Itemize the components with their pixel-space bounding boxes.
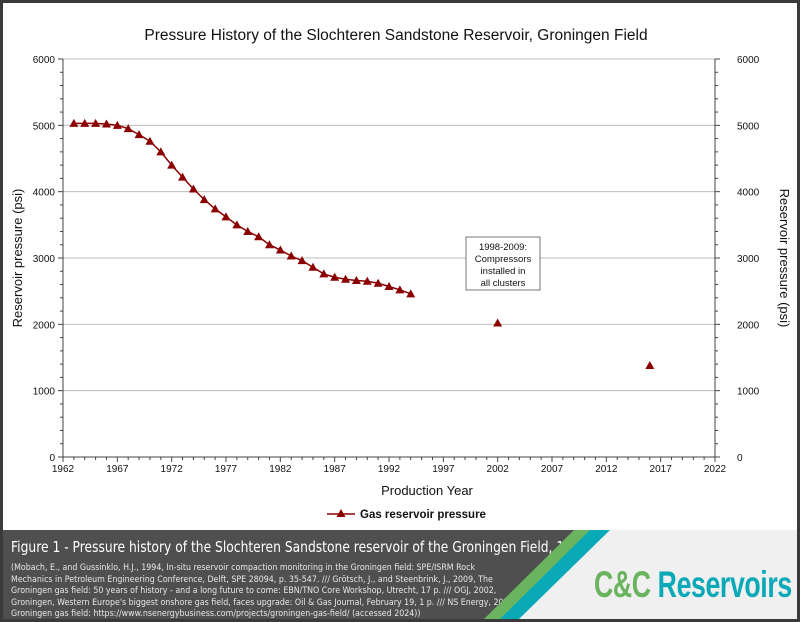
logo-part-cc: C&C xyxy=(594,564,651,605)
data-point-triangle xyxy=(188,184,198,193)
data-point-triangle xyxy=(232,220,242,229)
data-point-triangle xyxy=(395,285,405,294)
data-point-triangle xyxy=(275,245,285,254)
data-point-triangle xyxy=(243,226,253,235)
data-point-triangle xyxy=(286,251,296,260)
annotation-line: Compressors xyxy=(475,254,532,265)
data-point-triangle xyxy=(362,276,372,285)
data-point-triangle xyxy=(341,274,351,283)
x-tick-label: 1967 xyxy=(106,464,129,475)
data-point-triangle xyxy=(221,212,231,221)
data-point-triangle xyxy=(254,232,264,241)
series-line xyxy=(73,122,411,295)
y-tick-label-left: 0 xyxy=(49,453,55,464)
x-tick-label: 1977 xyxy=(215,464,238,475)
data-point-triangle xyxy=(145,136,155,145)
legend-marker-triangle-icon xyxy=(336,509,346,517)
x-tick-label: 1997 xyxy=(432,464,455,475)
data-point-triangle xyxy=(69,118,79,127)
data-point-triangle xyxy=(330,272,340,281)
logo-part-reservoirs: Reservoirs xyxy=(657,564,792,605)
x-tick-label: 1992 xyxy=(378,464,401,475)
figure-caption: Figure 1 - Pressure history of the Sloch… xyxy=(11,538,628,556)
data-point-triangle xyxy=(178,172,188,181)
references: (Mobach, E., and Gussinklo, H.J., 1994, … xyxy=(11,562,517,619)
x-tick-label: 1987 xyxy=(324,464,347,475)
data-point-triangle xyxy=(134,130,144,139)
chart-title: Pressure History of the Slochteren Sands… xyxy=(144,27,647,44)
data-point-triangle xyxy=(493,318,503,327)
company-logo: C&C Reservoirs xyxy=(594,564,792,606)
data-point-triangle xyxy=(156,147,166,156)
x-tick-label: 2017 xyxy=(650,464,673,475)
data-point-triangle xyxy=(123,124,133,133)
x-tick-label: 2012 xyxy=(595,464,618,475)
x-axis-label: Production Year xyxy=(381,483,473,498)
y-tick-label-left: 3000 xyxy=(33,254,56,265)
legend-label: Gas reservoir pressure xyxy=(360,509,486,521)
y-tick-label-right: 2000 xyxy=(737,320,760,331)
data-point-triangle xyxy=(80,118,90,127)
data-point-triangle xyxy=(406,289,416,298)
annotation-line: installed in xyxy=(481,266,526,277)
data-point-triangle xyxy=(210,204,220,213)
chart: Pressure History of the Slochteren Sands… xyxy=(10,27,792,521)
y-axis-label-right: Reservoir pressure (psi) xyxy=(777,189,792,328)
y-tick-label-left: 4000 xyxy=(33,188,56,199)
x-tick-label: 1962 xyxy=(52,464,75,475)
y-tick-label-right: 1000 xyxy=(737,387,760,398)
y-tick-label-right: 4000 xyxy=(737,188,760,199)
y-tick-label-left: 2000 xyxy=(33,320,56,331)
y-tick-label-right: 6000 xyxy=(737,55,760,66)
annotation-line: 1998-2009: xyxy=(479,242,527,253)
y-tick-label-right: 5000 xyxy=(737,121,760,132)
annotation-box: 1998-2009: Compressors installed in all … xyxy=(465,236,541,291)
data-point-triangle xyxy=(297,256,307,265)
x-tick-label: 1972 xyxy=(161,464,184,475)
data-point-triangle xyxy=(101,119,111,128)
x-tick-label: 1982 xyxy=(269,464,292,475)
y-tick-label-left: 1000 xyxy=(33,387,56,398)
x-tick-label: 2002 xyxy=(487,464,510,475)
x-tick-label: 2022 xyxy=(704,464,727,475)
figure-frame xyxy=(3,3,797,619)
y-tick-label-left: 6000 xyxy=(33,55,56,66)
data-point-triangle xyxy=(112,120,122,129)
data-point-triangle xyxy=(264,240,274,249)
x-tick-label: 2007 xyxy=(541,464,564,475)
data-point-triangle xyxy=(167,160,177,169)
data-point-triangle xyxy=(351,276,361,285)
data-point-triangle xyxy=(384,282,394,291)
data-point-triangle xyxy=(199,195,209,204)
y-tick-label-right: 0 xyxy=(737,453,743,464)
data-point-triangle xyxy=(308,262,318,271)
data-point-triangle xyxy=(91,118,101,127)
data-point-triangle xyxy=(319,269,329,278)
y-axis-label-left: Reservoir pressure (psi) xyxy=(10,189,25,328)
legend: Gas reservoir pressure xyxy=(327,509,486,521)
y-tick-label-left: 5000 xyxy=(33,121,56,132)
annotation-line: all clusters xyxy=(481,278,526,289)
y-tick-label-right: 3000 xyxy=(737,254,760,265)
data-point-triangle xyxy=(373,278,383,287)
data-point-triangle xyxy=(645,360,655,369)
